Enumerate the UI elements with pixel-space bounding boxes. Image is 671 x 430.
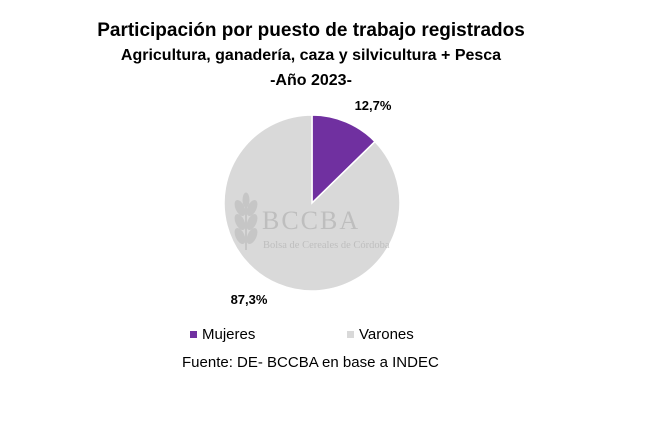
chart-period: -Año 2023- (270, 72, 352, 89)
wheat-icon (234, 192, 258, 250)
pie-slice-mujeres (311, 114, 377, 205)
watermark-name: BCCBA (262, 206, 360, 235)
watermark-subtitle: Bolsa de Cereales de Córdoba (263, 240, 390, 251)
bccba-watermark-logo: BCCBA Bolsa de Cereales de Córdoba (234, 192, 390, 251)
legend-item-varones: Varones (347, 326, 414, 343)
chart-subtitle: Agricultura, ganadería, caza y silvicult… (120, 47, 502, 64)
data-label-mujeres: 12,7% (355, 98, 392, 113)
legend-item-mujeres: Mujeres (190, 326, 255, 343)
legend-swatch-mujeres (190, 331, 197, 338)
data-label-varones: 87,3% (231, 292, 268, 307)
pie-slice-varones (223, 114, 401, 292)
legend-swatch-varones (347, 331, 354, 338)
legend-label-mujeres: Mujeres (202, 326, 256, 343)
source-note: Fuente: DE- BCCBA en base a INDEC (182, 354, 439, 371)
legend-label-varones: Varones (359, 326, 414, 343)
chart-title: Participación por puesto de trabajo regi… (97, 20, 525, 41)
